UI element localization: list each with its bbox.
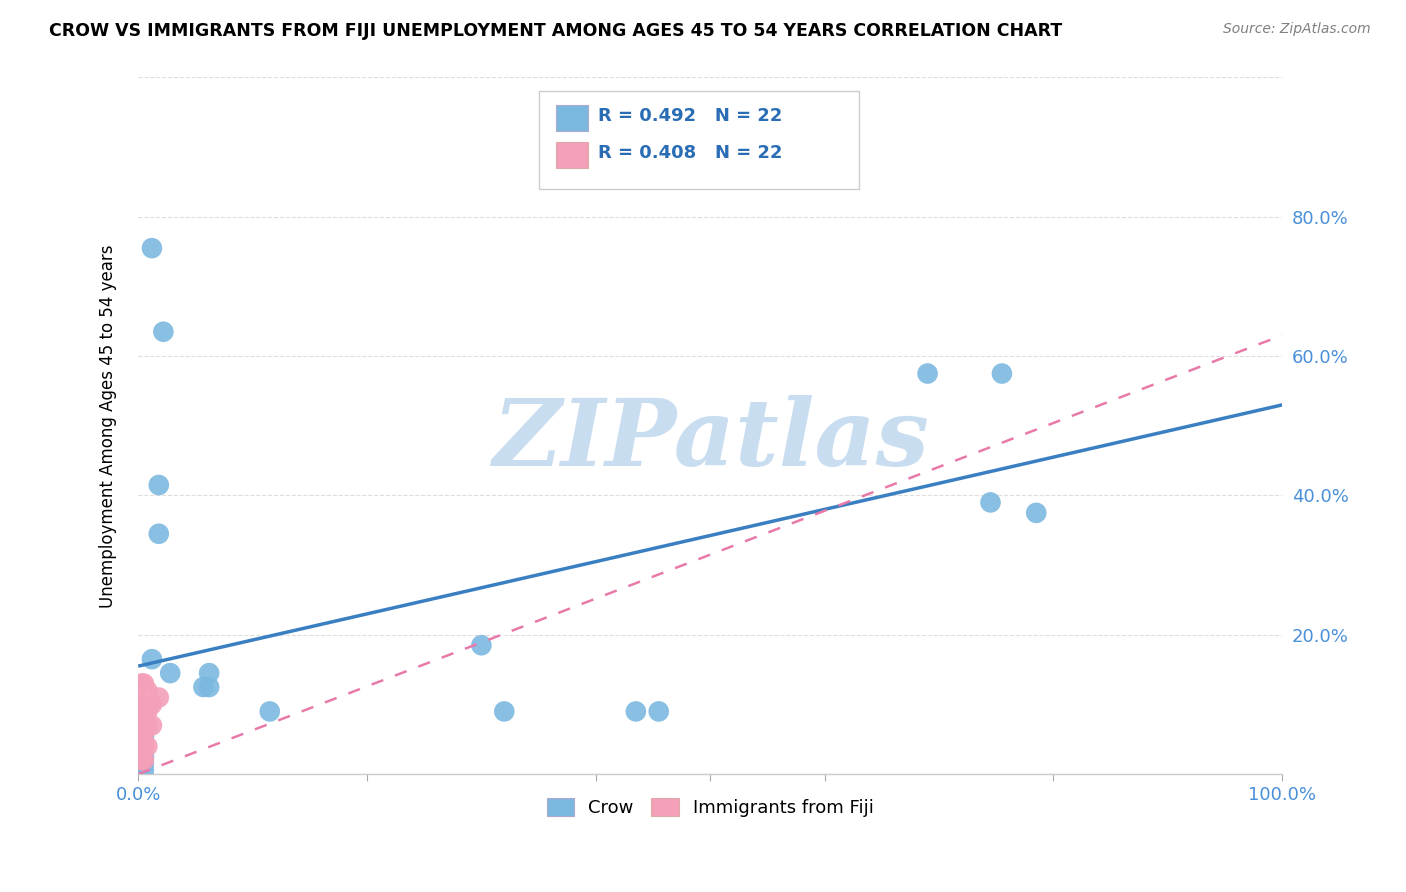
Point xyxy=(259,705,281,719)
Point xyxy=(132,711,155,725)
Point xyxy=(141,652,163,666)
Point xyxy=(132,764,155,778)
Y-axis label: Unemployment Among Ages 45 to 54 years: Unemployment Among Ages 45 to 54 years xyxy=(100,244,117,607)
Point xyxy=(991,367,1014,381)
Point xyxy=(131,676,153,690)
Point xyxy=(136,739,159,754)
Text: ZIPatlas: ZIPatlas xyxy=(492,395,929,484)
Legend: Crow, Immigrants from Fiji: Crow, Immigrants from Fiji xyxy=(540,790,882,824)
Point xyxy=(159,666,181,681)
Point xyxy=(141,698,163,712)
Text: R = 0.492   N = 22: R = 0.492 N = 22 xyxy=(598,107,783,125)
Point xyxy=(198,666,221,681)
Point xyxy=(1025,506,1047,520)
Point xyxy=(136,683,159,698)
FancyBboxPatch shape xyxy=(538,91,859,189)
Point xyxy=(136,718,159,732)
Point xyxy=(131,753,153,767)
Point xyxy=(132,756,155,771)
Point xyxy=(198,680,221,694)
Point xyxy=(131,746,153,760)
Text: Source: ZipAtlas.com: Source: ZipAtlas.com xyxy=(1223,22,1371,37)
Point xyxy=(624,705,647,719)
Point xyxy=(648,705,671,719)
Point xyxy=(148,478,170,492)
Point xyxy=(132,729,155,743)
Point xyxy=(979,495,1001,509)
Point xyxy=(132,749,155,764)
Point xyxy=(131,718,153,732)
Point xyxy=(132,725,155,739)
Point xyxy=(132,739,155,754)
Point xyxy=(131,739,153,754)
Point xyxy=(494,705,516,719)
Bar xyxy=(555,104,588,131)
Point xyxy=(470,638,492,652)
Point xyxy=(132,753,155,767)
Point xyxy=(131,732,153,747)
Point xyxy=(131,711,153,725)
Point xyxy=(152,325,174,339)
Point xyxy=(131,725,153,739)
Point xyxy=(917,367,939,381)
Point xyxy=(131,698,153,712)
Point xyxy=(132,676,155,690)
Point xyxy=(141,718,163,732)
Point xyxy=(141,241,163,255)
Point xyxy=(132,698,155,712)
Point xyxy=(148,526,170,541)
Text: R = 0.408   N = 22: R = 0.408 N = 22 xyxy=(598,144,783,161)
Text: CROW VS IMMIGRANTS FROM FIJI UNEMPLOYMENT AMONG AGES 45 TO 54 YEARS CORRELATION : CROW VS IMMIGRANTS FROM FIJI UNEMPLOYMEN… xyxy=(49,22,1063,40)
Point xyxy=(136,705,159,719)
Bar xyxy=(555,142,588,168)
Point xyxy=(148,690,170,705)
Point xyxy=(193,680,215,694)
